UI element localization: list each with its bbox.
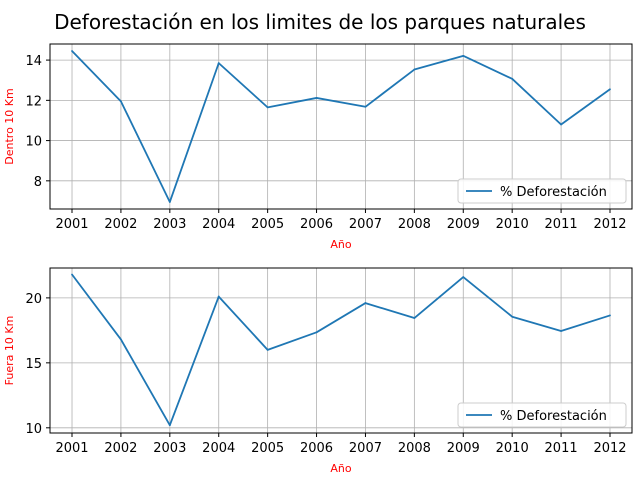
- panel-2-point-2002: [120, 338, 122, 341]
- panel-1-point-2012: [609, 88, 611, 91]
- panel-2-x-tick-label-2006: 2006: [300, 441, 333, 456]
- panel-1-point-2003: [168, 201, 171, 203]
- panel-1-y-tick-label-8: 8: [34, 175, 42, 190]
- panel-2-point-2005: [266, 348, 269, 351]
- panel-1-x-tick-label-2004: 2004: [202, 217, 235, 232]
- panel-2-x-tick-label-2008: 2008: [398, 441, 431, 456]
- panel-2-y-tick-label-15: 15: [25, 357, 42, 372]
- panel-2-x-tick-label-2012: 2012: [593, 441, 626, 456]
- panel-2-point-2003: [168, 424, 171, 427]
- chart-title: Deforestación en los limites de los parq…: [54, 10, 586, 34]
- panel-2-series-line-1: [71, 273, 611, 427]
- panel-2-legend-label: % Deforestación: [500, 409, 607, 424]
- panel-1-series-line-1: [71, 50, 611, 203]
- panel-1-point-2010: [511, 77, 514, 80]
- panel-2-x-tick-label-2001: 2001: [55, 441, 88, 456]
- panel-1-point-2006: [315, 97, 318, 99]
- panel-2-point-2012: [609, 314, 611, 317]
- panel-1-y-tick-label-10: 10: [25, 135, 42, 150]
- panel-1-point-2011: [560, 123, 562, 126]
- panel-1-x-tick-label-2011: 2011: [545, 217, 578, 232]
- panel-2-y-tick-label-20: 20: [25, 292, 42, 307]
- panel-2-x-tick-label-2009: 2009: [447, 441, 480, 456]
- panel-2-point-2009: [462, 276, 465, 278]
- panel-1-y-tick-label-14: 14: [25, 54, 42, 69]
- panel-1-point-2007: [364, 105, 367, 108]
- panel-1-point-2005: [266, 106, 269, 109]
- panel-1-y-tick-label-12: 12: [25, 94, 42, 109]
- panel-1-point-2001: [71, 50, 73, 52]
- panel-2-point-2011: [560, 330, 562, 332]
- panel-1-point-2002: [120, 100, 122, 103]
- panel-2-x-tick-label-2007: 2007: [349, 441, 382, 456]
- panel-1-x-tick-label-2003: 2003: [153, 217, 186, 232]
- panel-1-x-tick-label-2001: 2001: [55, 217, 88, 232]
- panel-2-x-tick-label-2010: 2010: [496, 441, 529, 456]
- panel-2-y-axis-label: Fuera 10 Km: [3, 316, 16, 386]
- panel-1-y-axis-label: Dentro 10 Km: [3, 88, 16, 164]
- panel-1-point-2008: [413, 68, 416, 71]
- panel-1-x-axis-label: Año: [330, 238, 351, 251]
- panel-1-x-tick-label-2008: 2008: [398, 217, 431, 232]
- panel-2-y-tick-label-10: 10: [25, 422, 42, 437]
- panel-2-x-axis-label: Año: [330, 462, 351, 475]
- panel-1-point-2004: [217, 62, 220, 65]
- panel-1-x-tick-label-2012: 2012: [593, 217, 626, 232]
- panel-1-legend-label: % Deforestación: [500, 185, 607, 200]
- panel-2-point-2001: [71, 273, 73, 276]
- panel-2-point-2007: [364, 302, 367, 304]
- panel-1-x-tick-label-2005: 2005: [251, 217, 284, 232]
- panel-2-x-tick-label-2005: 2005: [251, 441, 284, 456]
- panel-1-x-tick-label-2007: 2007: [349, 217, 382, 232]
- panel-1-x-tick-label-2010: 2010: [496, 217, 529, 232]
- panel-2-point-2008: [413, 317, 416, 319]
- panel-1-axes-frame: [49, 43, 633, 210]
- panel-2-x-tick-label-2011: 2011: [545, 441, 578, 456]
- panel-1-legend-box: [457, 178, 627, 204]
- panel-2-x-tick-label-2004: 2004: [202, 441, 235, 456]
- panel-2-axes-frame: [49, 267, 633, 434]
- panel-2-x-tick-label-2002: 2002: [104, 441, 137, 456]
- panel-1-x-tick-label-2006: 2006: [300, 217, 333, 232]
- panel-2-legend-box: [457, 402, 627, 428]
- panel-2-x-tick-label-2003: 2003: [153, 441, 186, 456]
- panel-2-point-2010: [511, 315, 514, 318]
- panel-1-point-2009: [462, 54, 465, 57]
- panel-2-point-2006: [315, 331, 318, 334]
- panel-2-point-2004: [217, 295, 220, 298]
- panel-1-x-tick-label-2009: 2009: [447, 217, 480, 232]
- panel-1-x-tick-label-2002: 2002: [104, 217, 137, 232]
